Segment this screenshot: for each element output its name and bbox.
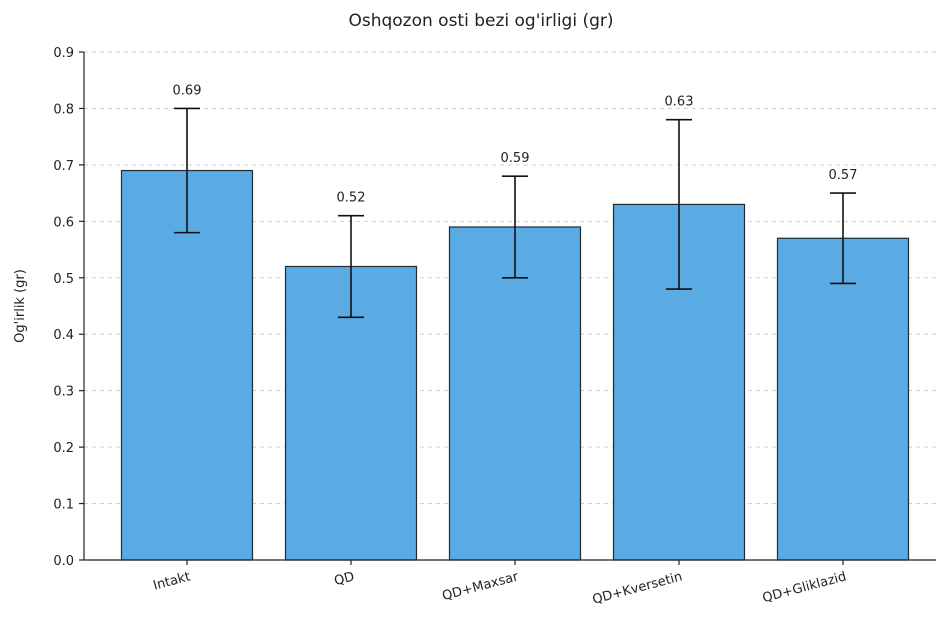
chart-title: Oshqozon osti bezi og'irligi (gr) (348, 11, 613, 31)
y-tick-label: 0.2 (53, 441, 74, 456)
y-tick-label: 0.1 (53, 498, 74, 513)
x-tick-label: QD+Maxsar (441, 569, 521, 604)
data-label: 0.59 (501, 151, 530, 166)
x-tick-label: QD (333, 569, 356, 589)
data-label: 0.52 (337, 191, 366, 206)
y-axis-ticks: 0.0 0.1 0.2 0.3 0.4 0.5 0.6 0.7 0.8 0.9 (53, 46, 84, 569)
x-tick-label: Intakt (152, 569, 192, 593)
y-tick-label: 0.9 (53, 46, 74, 61)
x-tick-label: QD+Gliklazid (761, 569, 848, 606)
data-label: 0.69 (173, 83, 202, 98)
y-tick-label: 0.5 (53, 272, 74, 287)
x-axis-ticks: Intakt QD QD+Maxsar QD+Kversetin QD+Gliklazi… (152, 560, 848, 608)
data-label: 0.63 (665, 95, 694, 110)
error-bars (174, 107, 856, 319)
bar (776, 237, 910, 561)
bar (120, 169, 254, 561)
y-tick-label: 0.3 (53, 385, 74, 400)
bars (120, 169, 910, 561)
y-tick-label: 0.8 (53, 102, 74, 117)
y-axis-label: Og'irlik (gr) (13, 269, 28, 343)
y-tick-label: 0.4 (53, 328, 74, 343)
value-labels: 0.69 0.52 0.59 0.63 0.57 (173, 83, 858, 205)
x-tick-label: QD+Kversetin (591, 569, 684, 607)
y-tick-label: 0.0 (53, 554, 74, 569)
bar (448, 226, 582, 561)
y-tick-label: 0.6 (53, 215, 74, 230)
y-tick-label: 0.7 (53, 159, 74, 174)
data-label: 0.57 (829, 168, 858, 183)
